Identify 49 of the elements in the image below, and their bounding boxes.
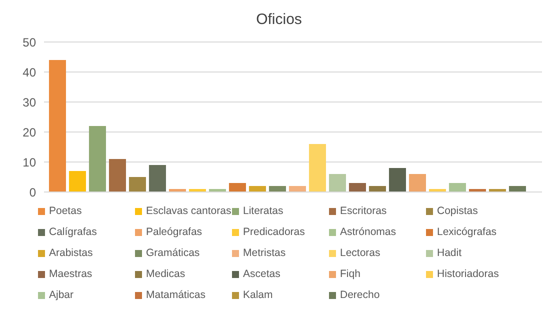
legend-label: Derecho bbox=[340, 289, 380, 301]
legend-label: Poetas bbox=[49, 205, 82, 217]
bar bbox=[348, 183, 366, 192]
legend-label: Kalam bbox=[243, 289, 273, 301]
bar bbox=[368, 186, 386, 192]
bar bbox=[408, 174, 426, 192]
legend-label: Calígrafas bbox=[49, 226, 97, 238]
legend-label: Ajbar bbox=[49, 289, 74, 301]
legend-label: Metristas bbox=[243, 247, 286, 259]
y-tick-label: 50 bbox=[22, 35, 36, 50]
legend-label: Matamáticas bbox=[146, 289, 206, 301]
y-tick-label: 20 bbox=[22, 125, 36, 140]
legend-label: Predicadoras bbox=[243, 226, 305, 238]
legend-label: Fiqh bbox=[340, 268, 360, 280]
bar bbox=[508, 186, 526, 192]
legend-label: Maestras bbox=[49, 268, 92, 280]
legend-label: Copistas bbox=[437, 205, 478, 217]
legend-label: Lexicógrafas bbox=[437, 226, 497, 238]
legend-label: Medicas bbox=[146, 268, 186, 280]
bar bbox=[128, 177, 146, 192]
bar bbox=[68, 171, 86, 192]
bar bbox=[248, 186, 266, 192]
legend-label: Historiadoras bbox=[437, 268, 499, 280]
bar bbox=[228, 183, 246, 192]
legend-label: Lectoras bbox=[340, 247, 380, 259]
legend-label: Astrónomas bbox=[340, 226, 396, 238]
bar bbox=[388, 168, 406, 192]
bar bbox=[308, 144, 326, 192]
bar bbox=[328, 174, 346, 192]
legend-label: Gramáticas bbox=[146, 247, 200, 259]
legend-label: Hadit bbox=[437, 247, 462, 259]
bar bbox=[48, 60, 66, 192]
y-tick-label: 10 bbox=[22, 155, 36, 170]
chart-title: Oficios bbox=[255, 10, 303, 30]
bar bbox=[108, 159, 126, 192]
bar bbox=[88, 126, 106, 192]
legend-label: Literatas bbox=[243, 205, 284, 217]
y-tick-label: 30 bbox=[22, 95, 36, 110]
legend-label: Ascetas bbox=[243, 268, 280, 280]
bar bbox=[148, 165, 166, 192]
legend-label: Escritoras bbox=[340, 205, 387, 217]
legend-label: Paleógrafas bbox=[146, 226, 202, 238]
bar bbox=[268, 186, 286, 192]
legend-label: Esclavas cantoras bbox=[146, 205, 232, 217]
y-tick-label: 0 bbox=[29, 185, 36, 200]
y-tick-label: 40 bbox=[22, 65, 36, 80]
legend-label: Arabistas bbox=[49, 247, 93, 259]
bar bbox=[448, 183, 466, 192]
bar bbox=[288, 186, 306, 192]
